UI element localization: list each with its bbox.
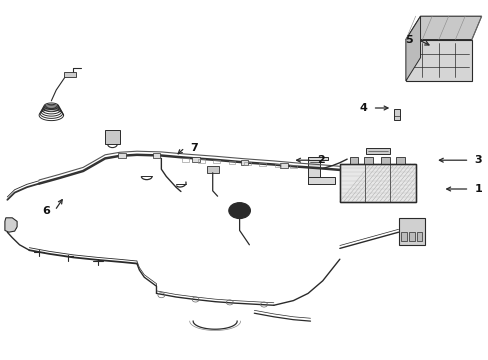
Bar	[105, 130, 120, 144]
Bar	[339, 164, 415, 202]
Bar	[408, 232, 414, 241]
Bar	[206, 166, 218, 173]
Bar	[279, 163, 287, 168]
Bar	[289, 165, 296, 168]
Text: 2: 2	[316, 155, 324, 165]
Polygon shape	[5, 218, 17, 232]
Bar	[191, 157, 199, 162]
Polygon shape	[405, 16, 481, 40]
Text: 3: 3	[473, 155, 481, 165]
Text: 6: 6	[42, 206, 50, 216]
Bar	[416, 232, 422, 241]
Text: 7: 7	[189, 143, 197, 153]
Bar	[405, 40, 471, 81]
Bar	[240, 160, 248, 165]
Bar	[349, 157, 358, 164]
Bar	[118, 153, 126, 158]
Bar	[307, 157, 327, 160]
Circle shape	[228, 203, 250, 219]
Circle shape	[233, 206, 245, 215]
Bar	[259, 163, 265, 166]
Bar	[182, 158, 189, 162]
Text: 5: 5	[405, 35, 412, 45]
Text: 4: 4	[359, 103, 367, 113]
Bar	[228, 161, 235, 165]
Bar	[307, 157, 320, 184]
Polygon shape	[405, 16, 420, 81]
Bar	[398, 218, 425, 245]
Bar	[400, 232, 406, 241]
Bar	[381, 157, 389, 164]
Bar	[244, 162, 250, 165]
Bar	[152, 153, 160, 158]
Text: 1: 1	[473, 184, 481, 194]
Bar	[339, 164, 415, 202]
Bar	[63, 72, 76, 77]
Bar	[395, 157, 404, 164]
Bar	[213, 160, 220, 163]
Bar	[364, 157, 372, 164]
Bar	[365, 148, 389, 154]
Bar	[197, 159, 204, 163]
Bar	[274, 163, 281, 167]
Bar	[393, 109, 399, 120]
Bar	[307, 177, 334, 184]
